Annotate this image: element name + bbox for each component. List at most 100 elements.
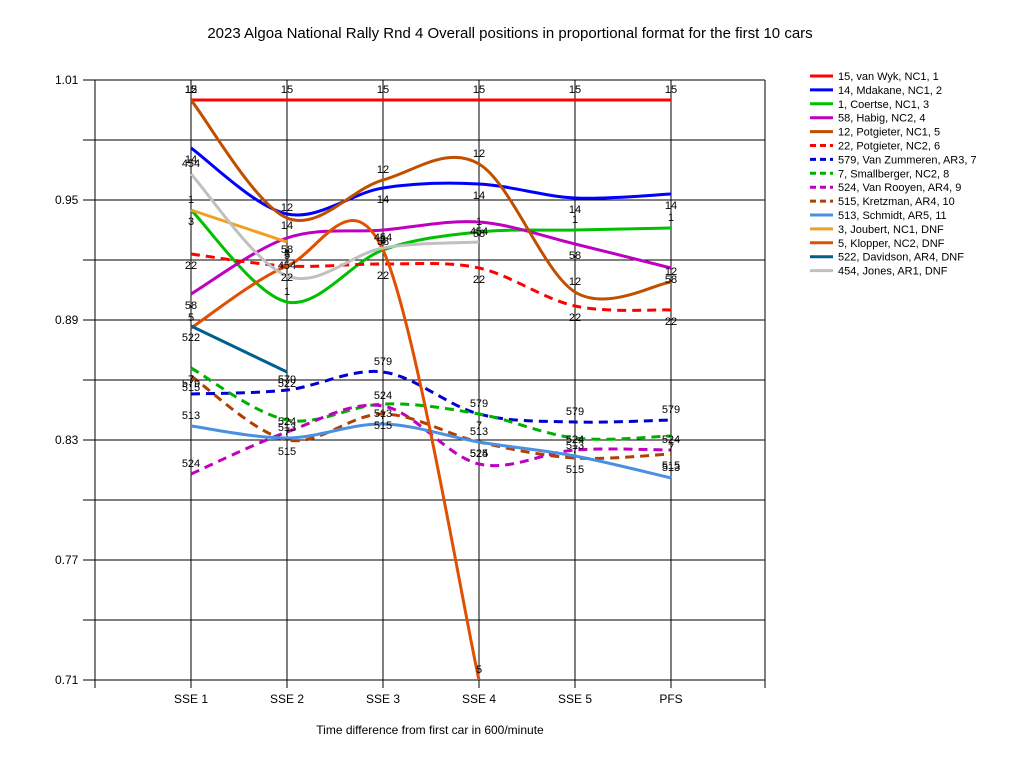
point-label: 5 [476, 664, 482, 676]
point-label: 524 [662, 434, 680, 446]
point-label: 524 [566, 434, 584, 446]
point-label: 12 [281, 202, 293, 214]
legend-label: 12, Potgieter, NC1, 5 [838, 127, 940, 139]
point-label: 579 [566, 406, 584, 418]
point-label: 7 [188, 374, 194, 386]
axes: 1.01 0.95 0.89 0.83 0.77 0.71 SSE 1 SSE 2 SSE 3 S… [55, 73, 766, 706]
legend-label: 3, Joubert, NC1, DNF [838, 224, 944, 236]
legend-label: 579, Van Zummeren, AR3, 7 [838, 154, 977, 166]
point-label: 579 [278, 374, 296, 386]
point-label: 15 [473, 84, 485, 96]
point-label: 579 [470, 398, 488, 410]
point-label: 1 [668, 212, 674, 224]
x-tick-label: SSE 3 [366, 692, 400, 706]
point-label: 22 [377, 270, 389, 282]
point-label: 15 [569, 84, 581, 96]
series-line-579 [190, 369, 672, 424]
point-label: 58 [473, 228, 485, 240]
point-label: 515 [278, 446, 296, 458]
series-group [189, 98, 672, 680]
point-label: 14 [473, 190, 485, 202]
point-label: 454 [278, 260, 296, 272]
point-label: 1 [380, 234, 386, 246]
point-label: 12 [569, 276, 581, 288]
point-label: 58 [281, 244, 293, 256]
series-line-5 [190, 219, 481, 680]
point-label: 513 [278, 422, 296, 434]
point-label: 524 [374, 390, 392, 402]
x-tick-label: SSE 2 [270, 692, 304, 706]
legend-label: 15, van Wyk, NC1, 1 [838, 71, 939, 83]
point-label: 7 [476, 420, 482, 432]
y-tick-label: 0.71 [55, 673, 79, 687]
legend-label: 5, Klopper, NC2, DNF [838, 238, 945, 250]
point-label: 524 [470, 448, 488, 460]
point-label: 1 [188, 194, 194, 206]
point-label: 58 [569, 250, 581, 262]
point-label: 58 [377, 236, 389, 248]
point-label: 3 [188, 216, 194, 228]
y-tick-label: 0.83 [55, 433, 79, 447]
series-line-522 [190, 324, 288, 374]
point-label: 14 [185, 154, 197, 166]
point-label: 15 [377, 84, 389, 96]
point-label: 5 [380, 234, 386, 246]
y-tick-label: 1.01 [55, 73, 79, 87]
point-label: 15 [185, 84, 197, 96]
point-label: 12 [185, 84, 197, 96]
point-label: 15 [665, 84, 677, 96]
point-label: 513 [470, 426, 488, 438]
series-line-12 [189, 99, 672, 301]
point-label: 515 [566, 464, 584, 476]
legend: 15, van Wyk, NC1, 1 14, Mdakane, NC1, 2 1,… [810, 71, 977, 278]
point-label: 1 [572, 214, 578, 226]
point-label: 5 [284, 250, 290, 262]
y-tick-label: 0.89 [55, 313, 79, 327]
point-label: 579 [374, 356, 392, 368]
point-label: 524 [182, 458, 200, 470]
point-label: 513 [662, 462, 680, 474]
point-label: 522 [278, 378, 296, 390]
point-label: 22 [665, 316, 677, 328]
point-label: 22 [569, 312, 581, 324]
point-label: 7 [284, 426, 290, 438]
point-label: 515 [182, 382, 200, 394]
x-tick-label: SSE 4 [462, 692, 496, 706]
series-line-22 [190, 252, 672, 312]
point-label: 515 [662, 460, 680, 472]
point-label: 14 [569, 204, 581, 216]
series-line-3 [190, 208, 288, 244]
point-label: 7 [668, 442, 674, 454]
legend-label: 524, Van Rooyen, AR4, 9 [838, 182, 961, 194]
point-label: 15 [281, 84, 293, 96]
point-label: 515 [374, 420, 392, 432]
point-label: 515 [470, 448, 488, 460]
series-line-7 [190, 366, 672, 441]
legend-label: 14, Mdakane, NC1, 2 [838, 85, 942, 97]
point-label: 12 [665, 266, 677, 278]
point-label: 513 [182, 410, 200, 422]
x-tick-label: SSE 5 [558, 692, 592, 706]
point-label: 12 [377, 164, 389, 176]
grid [83, 79, 765, 688]
point-label: 12 [473, 148, 485, 160]
point-label: 22 [185, 260, 197, 272]
point-label: 513 [374, 408, 392, 420]
y-tick-label: 0.77 [55, 553, 79, 567]
point-label: 524 [278, 416, 296, 428]
point-label: 522 [182, 332, 200, 344]
point-label: 14 [665, 200, 677, 212]
point-label: 579 [182, 378, 200, 390]
chart-title: 2023 Algoa National Rally Rnd 4 Overall … [207, 25, 812, 42]
series-line-454 [189, 172, 480, 281]
point-label: 58 [185, 300, 197, 312]
point-label: 1 [284, 286, 290, 298]
series-line-1 [189, 208, 672, 305]
legend-label: 1, Coertse, NC1, 3 [838, 99, 929, 111]
point-label: 14 [377, 194, 389, 206]
legend-label: 454, Jones, AR1, DNF [838, 266, 948, 278]
point-label: 1 [476, 216, 482, 228]
